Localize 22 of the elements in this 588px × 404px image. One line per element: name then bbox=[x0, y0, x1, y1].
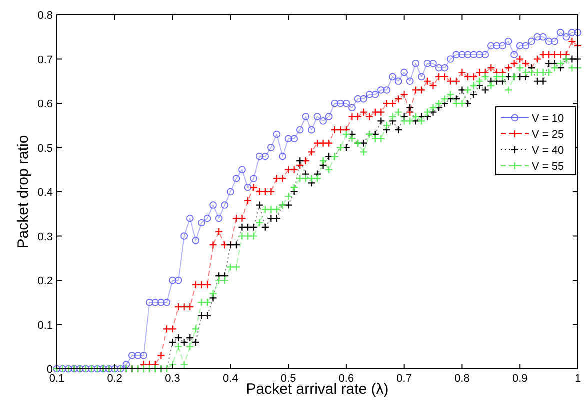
x-tick-label: 0.9 bbox=[512, 373, 528, 385]
x-tick-label: 0.1 bbox=[49, 373, 65, 385]
x-tick-label: 0.3 bbox=[165, 373, 180, 385]
legend-label: V = 55 bbox=[532, 161, 564, 173]
y-tick-label: 0.7 bbox=[38, 54, 53, 66]
y-tick-label: 0.6 bbox=[38, 98, 53, 110]
y-tick-label: 0.1 bbox=[38, 320, 53, 332]
y-axis-title: Packet drop ratio bbox=[15, 135, 32, 249]
y-tick-label: 0.8 bbox=[38, 10, 53, 22]
x-tick-label: 0.8 bbox=[454, 373, 470, 385]
y-tick-label: 0.2 bbox=[38, 276, 53, 288]
x-tick-label: 0.2 bbox=[107, 373, 123, 385]
legend-label: V = 25 bbox=[532, 129, 564, 141]
x-tick-label: 0.4 bbox=[223, 373, 238, 385]
y-tick-label: 0 bbox=[46, 364, 53, 376]
legend-label: V = 10 bbox=[532, 113, 564, 125]
x-tick-label: 0.7 bbox=[396, 373, 412, 385]
y-tick-label: 0.3 bbox=[38, 231, 53, 244]
y-tick-label: 0.4 bbox=[38, 187, 53, 199]
y-tick-label: 0.5 bbox=[38, 142, 53, 155]
legend-label: V = 40 bbox=[532, 145, 564, 157]
x-tick-label: 1 bbox=[574, 373, 582, 385]
